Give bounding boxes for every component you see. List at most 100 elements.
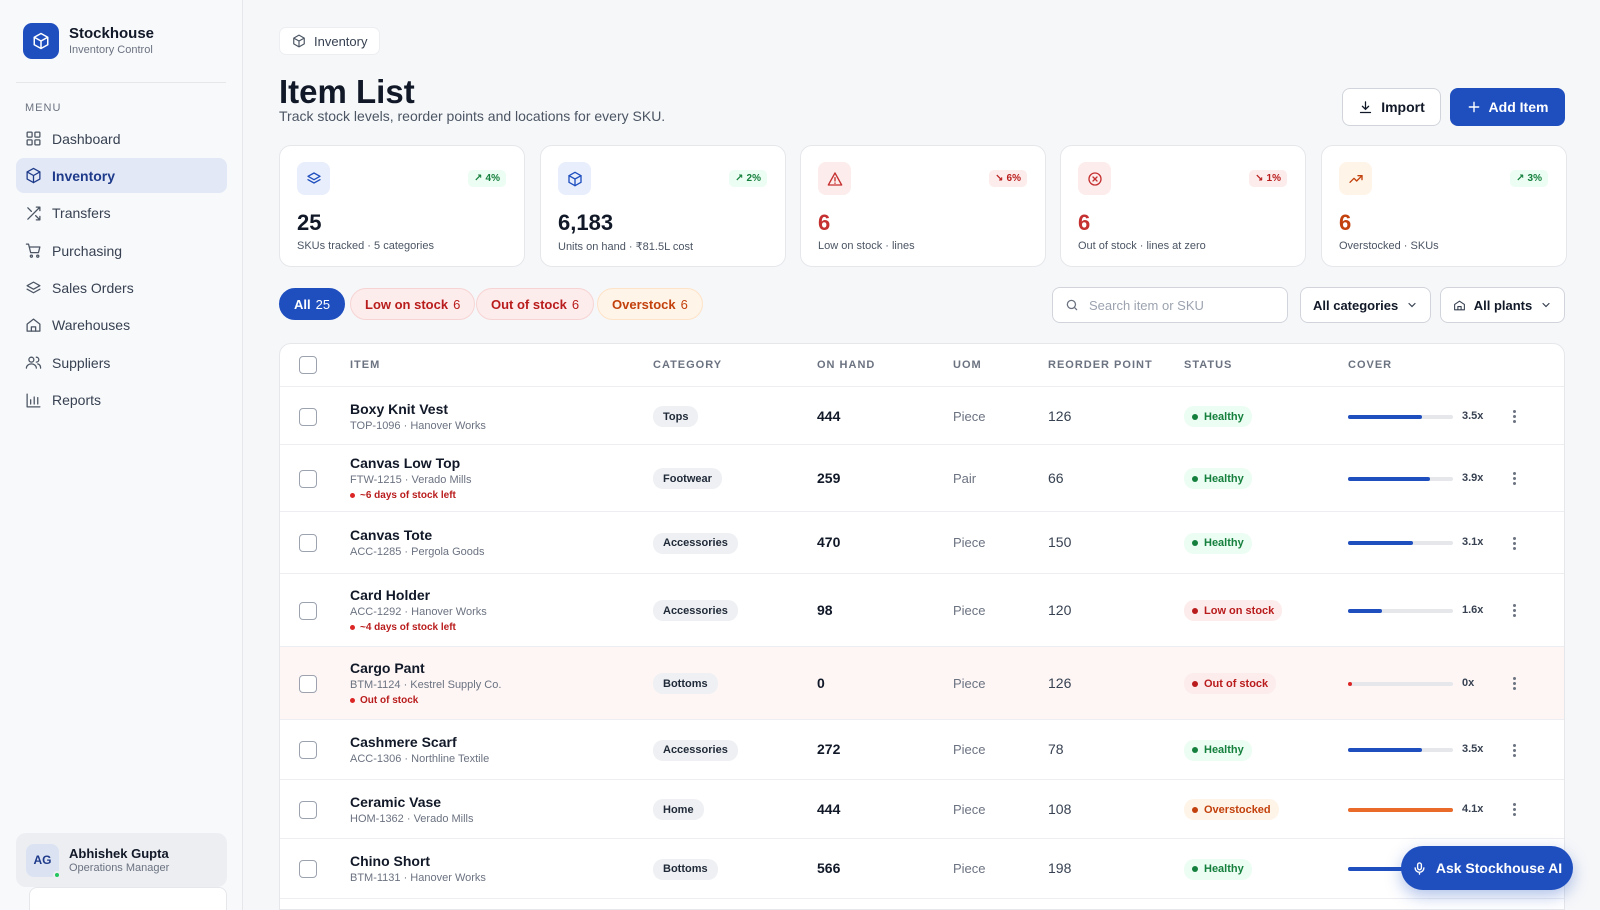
- stat-card[interactable]: ↘ 1% 6 Out of stock · lines at zero: [1060, 145, 1306, 267]
- sidebar-item-suppliers[interactable]: Suppliers: [16, 345, 227, 380]
- trend-up-icon: [1348, 174, 1363, 183]
- uom-value: Piece: [953, 801, 986, 817]
- column-header-status[interactable]: STATUS: [1184, 359, 1233, 371]
- layers-icon: [26, 281, 41, 293]
- item-name[interactable]: Cargo Pant: [350, 659, 425, 676]
- row-checkbox[interactable]: [299, 800, 317, 819]
- item-cell[interactable]: Cargo Pant BTM-1124 · Kestrel Supply Co. O…: [350, 660, 501, 707]
- status-badge: Out of stock: [1184, 673, 1277, 694]
- item-cell[interactable]: Cashmere Scarf ACC-1306 · Northline Texti…: [350, 734, 489, 766]
- sidebar-item-warehouses[interactable]: Warehouses: [16, 308, 227, 343]
- user-card[interactable]: AG Abhishek Gupta Operations Manager: [16, 833, 227, 887]
- stat-trend-value: 2%: [746, 173, 761, 184]
- item-name[interactable]: Card Holder: [350, 586, 431, 603]
- category-select[interactable]: All categories: [1300, 287, 1431, 323]
- on-hand-value: 259: [817, 469, 841, 486]
- column-header-uom[interactable]: UOM: [953, 359, 982, 371]
- filter-chip-low-on-stock[interactable]: Low on stock 6: [350, 288, 476, 320]
- row-checkbox[interactable]: [299, 601, 317, 620]
- import-button[interactable]: Import: [1342, 88, 1441, 126]
- row-actions-icon[interactable]: [1506, 603, 1522, 619]
- page-title: Item List: [279, 73, 415, 110]
- item-cell[interactable]: Canvas Tote ACC-1285 · Pergola Goods: [350, 527, 485, 559]
- add-item-button[interactable]: Add Item: [1450, 88, 1565, 126]
- table-row[interactable]: Cashmere Scarf ACC-1306 · Northline Texti…: [280, 720, 1564, 780]
- column-header-on-hand[interactable]: ON HAND: [817, 359, 876, 371]
- search-box[interactable]: [1052, 287, 1288, 323]
- item-name[interactable]: Boxy Knit Vest: [350, 400, 449, 417]
- filter-chip-out-of-stock[interactable]: Out of stock 6: [476, 288, 595, 320]
- table-row[interactable]: Chino Short BTM-1131 · Hanover Works Botto…: [280, 839, 1564, 899]
- cover-value: 3.1x: [1462, 536, 1484, 548]
- sidebar-item-sales-orders[interactable]: Sales Orders: [16, 271, 227, 306]
- cover-bar-fill: [1348, 867, 1422, 871]
- column-header-category[interactable]: CATEGORY: [653, 359, 723, 371]
- item-name[interactable]: Canvas Low Top: [350, 454, 461, 471]
- row-checkbox[interactable]: [299, 407, 317, 426]
- sidebar-item-reports[interactable]: Reports: [16, 383, 227, 418]
- row-checkbox[interactable]: [299, 860, 317, 878]
- item-cell[interactable]: Boxy Knit Vest TOP-1096 · Hanover Works: [350, 401, 486, 433]
- chip-label: Out of stock: [491, 296, 567, 312]
- cover-value: 3.9x: [1462, 471, 1484, 484]
- sidebar-item-label: Reports: [52, 392, 102, 409]
- sidebar-item-purchasing[interactable]: Purchasing: [16, 233, 227, 268]
- table-row[interactable]: Cargo Pant BTM-1124 · Kestrel Supply Co. O…: [280, 647, 1564, 720]
- sidebar-item-dashboard[interactable]: Dashboard: [16, 121, 227, 156]
- filter-chip-overstock[interactable]: Overstock 6: [597, 288, 703, 320]
- filter-chip-all[interactable]: All 25: [279, 288, 346, 320]
- stat-card[interactable]: ↘ 6% 6 Low on stock · lines: [800, 145, 1046, 267]
- table-row[interactable]: Boxy Knit Vest TOP-1096 · Hanover Works To…: [280, 388, 1564, 445]
- brand[interactable]: Stockhouse Inventory Control: [23, 23, 154, 59]
- cover-bar: [1348, 681, 1453, 686]
- row-actions-icon[interactable]: [1506, 535, 1522, 551]
- item-name[interactable]: Ceramic Vase: [350, 793, 442, 810]
- sidebar-item-inventory[interactable]: Inventory: [16, 158, 227, 194]
- stat-card[interactable]: ↗ 4% 25 SKUs tracked · 5 categories: [279, 145, 525, 267]
- cover-bar: [1348, 867, 1453, 871]
- row-checkbox[interactable]: [299, 674, 317, 693]
- row-actions-icon[interactable]: [1506, 742, 1522, 758]
- row-checkbox[interactable]: [299, 534, 317, 552]
- box-icon: [567, 171, 582, 186]
- stat-card[interactable]: ↗ 3% 6 Overstocked · SKUs: [1321, 145, 1567, 267]
- sidebar-item-transfers[interactable]: Transfers: [16, 196, 227, 231]
- sidebar-footer-panel: [29, 887, 227, 910]
- breadcrumb[interactable]: Inventory: [279, 27, 381, 55]
- item-cell[interactable]: Chino Short BTM-1131 · Hanover Works: [350, 853, 486, 885]
- ask-ai-button[interactable]: Ask Stockhouse AI: [1401, 846, 1573, 890]
- chip-count: 6: [571, 296, 580, 312]
- select-all-checkbox[interactable]: [299, 356, 317, 374]
- column-header-cover[interactable]: COVER: [1348, 359, 1393, 371]
- item-cell[interactable]: Card Holder ACC-1292 · Hanover Works ~4 da…: [350, 587, 487, 634]
- item-name[interactable]: Canvas Tote: [350, 527, 433, 543]
- table-row[interactable]: Card Holder ACC-1292 · Hanover Works ~4 da…: [280, 574, 1564, 647]
- row-checkbox[interactable]: [299, 469, 317, 488]
- cover-bar-fill: [1348, 807, 1453, 812]
- row-actions-icon[interactable]: [1506, 409, 1522, 425]
- row-actions-icon[interactable]: [1506, 802, 1522, 818]
- item-name[interactable]: Chino Short: [350, 853, 431, 869]
- import-label: Import: [1381, 99, 1425, 115]
- table-row[interactable]: Ceramic Vase HOM-1362 · Verado Mills Home 4…: [280, 780, 1564, 839]
- sidebar-divider: [16, 82, 226, 83]
- row-checkbox[interactable]: [299, 741, 317, 759]
- search-input[interactable]: [1089, 297, 1269, 313]
- column-header-reorder-point[interactable]: REORDER POINT: [1048, 359, 1153, 371]
- on-hand-value: 0: [817, 674, 825, 691]
- item-cell[interactable]: Canvas Low Top FTW-1215 · Verado Mills ~6 …: [350, 455, 471, 502]
- row-actions-icon[interactable]: [1506, 471, 1522, 487]
- user-role: Operations Manager: [69, 861, 170, 874]
- online-status-dot: [53, 870, 61, 879]
- brand-subtitle: Inventory Control: [69, 44, 153, 56]
- row-actions-icon[interactable]: [1506, 676, 1522, 692]
- stat-icon: [297, 162, 330, 195]
- item-cell[interactable]: Ceramic Vase HOM-1362 · Verado Mills: [350, 794, 474, 826]
- table-row[interactable]: Canvas Tote ACC-1285 · Pergola Goods Acces…: [280, 512, 1564, 574]
- plant-select[interactable]: All plants: [1440, 287, 1565, 323]
- item-name[interactable]: Cashmere Scarf: [350, 734, 457, 750]
- column-header-item[interactable]: ITEM: [350, 359, 381, 371]
- stat-card[interactable]: ↗ 2% 6,183 Units on hand · ₹81.5L cost: [540, 145, 786, 267]
- sidebar: Stockhouse Inventory Control MENU Dashbo…: [0, 0, 243, 910]
- table-row[interactable]: Canvas Low Top FTW-1215 · Verado Mills ~6 …: [280, 445, 1564, 512]
